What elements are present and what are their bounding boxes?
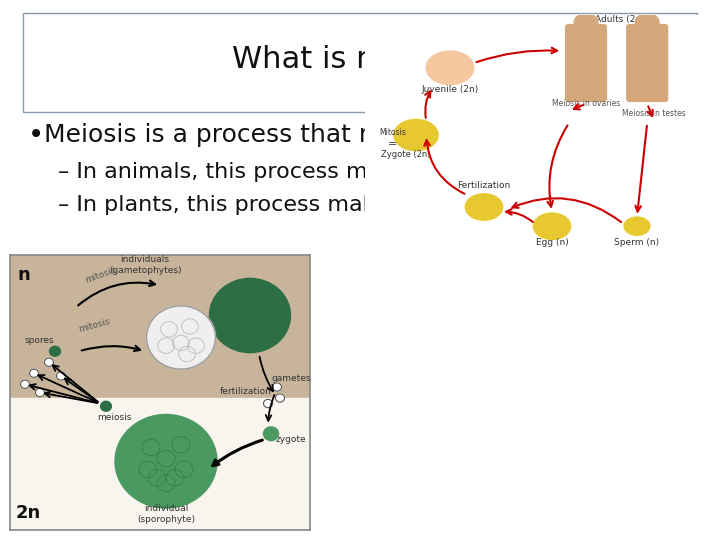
Text: Sperm (n): Sperm (n) — [614, 238, 660, 247]
FancyBboxPatch shape — [627, 25, 667, 102]
Text: Juvenile (2n): Juvenile (2n) — [421, 85, 479, 94]
Text: =: = — [387, 139, 397, 149]
Text: Egg (n): Egg (n) — [536, 238, 568, 247]
Bar — [10, 255, 310, 398]
Circle shape — [210, 279, 290, 353]
Text: Fertilization: Fertilization — [457, 181, 510, 190]
Circle shape — [30, 369, 38, 377]
Circle shape — [635, 14, 659, 31]
Circle shape — [534, 213, 571, 239]
Text: fertilization: fertilization — [220, 387, 271, 396]
Text: zygote: zygote — [276, 435, 306, 444]
Circle shape — [272, 383, 282, 391]
Text: Meiosis is a process that makes gametes: Meiosis is a process that makes gametes — [44, 123, 558, 147]
Text: individual
(sporophyte): individual (sporophyte) — [137, 504, 195, 524]
Text: Adults (2n): Adults (2n) — [595, 15, 645, 24]
Text: mitosis: mitosis — [77, 317, 111, 334]
Circle shape — [101, 401, 112, 411]
Text: Mitosis: Mitosis — [379, 128, 405, 137]
Text: n: n — [17, 266, 30, 284]
Text: •: • — [28, 121, 44, 149]
FancyBboxPatch shape — [23, 13, 697, 112]
Circle shape — [45, 358, 53, 366]
Text: What is meiosis?: What is meiosis? — [232, 45, 488, 75]
Text: Meiosis in testes: Meiosis in testes — [622, 109, 686, 118]
Circle shape — [35, 388, 45, 396]
Text: mitosis: mitosis — [84, 265, 117, 285]
Circle shape — [276, 394, 284, 402]
Circle shape — [56, 372, 66, 380]
Text: 2n: 2n — [16, 504, 41, 522]
Circle shape — [426, 51, 474, 85]
Circle shape — [20, 380, 30, 388]
Circle shape — [115, 415, 217, 508]
FancyBboxPatch shape — [566, 25, 606, 102]
Text: spores: spores — [25, 336, 55, 345]
Circle shape — [574, 14, 598, 31]
Circle shape — [50, 346, 60, 356]
Text: gametes: gametes — [271, 374, 310, 383]
Text: Meiosis in ovaries: Meiosis in ovaries — [552, 99, 620, 108]
Circle shape — [264, 427, 279, 441]
Text: Zygote (2n): Zygote (2n) — [381, 150, 431, 159]
Text: meiosis: meiosis — [97, 413, 131, 422]
Circle shape — [264, 400, 272, 408]
Text: individuals
(gametophytes): individuals (gametophytes) — [109, 255, 181, 275]
Text: – In animals, this process makes sperm and eggs.: – In animals, this process makes sperm a… — [58, 162, 612, 182]
Bar — [10, 398, 310, 530]
Circle shape — [624, 217, 650, 235]
Circle shape — [146, 306, 215, 369]
Circle shape — [394, 119, 438, 151]
Circle shape — [465, 194, 503, 220]
Text: – In plants, this process makes spores or seeds.: – In plants, this process makes spores o… — [58, 195, 589, 215]
